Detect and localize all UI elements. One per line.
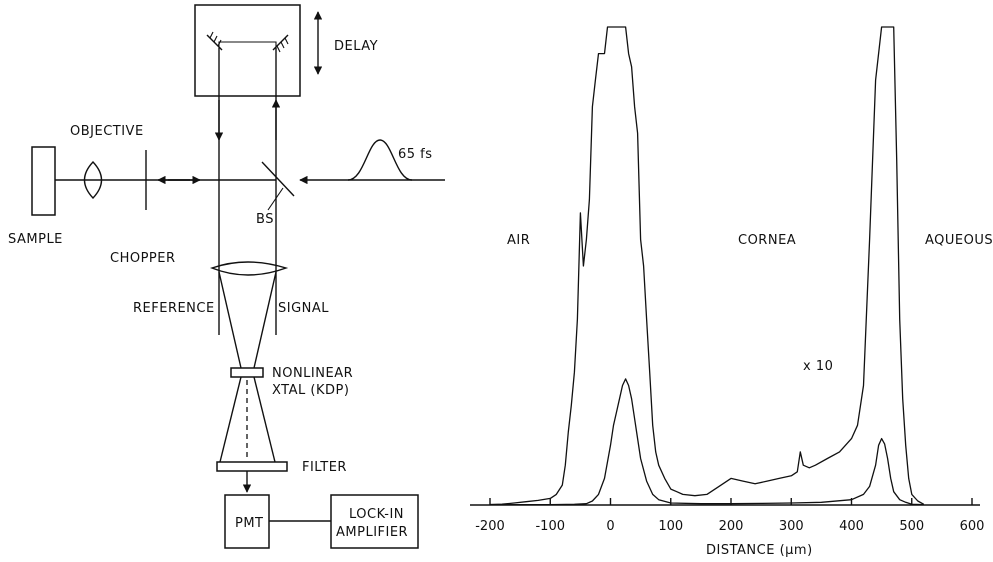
- delay-beam-top: [218, 41, 277, 48]
- focusing-lens: [209, 261, 289, 276]
- x-tick-label: 100: [658, 519, 683, 534]
- lockin-box: [330, 494, 419, 549]
- x-tick-label: 0: [606, 519, 614, 534]
- signal-focus: [253, 271, 277, 369]
- optical-setup-diagram: DELAY 65 fs BS OBJECTIVE CHOPPER SAMPLE …: [8, 4, 445, 549]
- sample-label: SAMPLE: [8, 232, 63, 247]
- xtal-label-line2: XTAL (KDP): [272, 383, 349, 398]
- delay-stage-box: [194, 4, 301, 97]
- lockin-label-line1: LOCK-IN: [349, 507, 404, 522]
- annotation-x10: x 10: [803, 359, 833, 374]
- region-label-air: AIR: [507, 233, 530, 248]
- filter-label: FILTER: [302, 460, 347, 475]
- series-line-x1: [489, 378, 924, 506]
- reference-focus: [218, 271, 242, 369]
- x-tick-label: 500: [899, 519, 924, 534]
- x-ticks: -200 -100 0 100 200 300 400 500 600: [475, 498, 984, 534]
- series-group: [489, 26, 925, 506]
- reflectance-profile-chart: -200 -100 0 100 200 300 400 500 600 AIR CORNEA A…: [470, 26, 993, 558]
- reference-label: REFERENCE: [133, 301, 215, 316]
- x-axis-label: DISTANCE (μm): [706, 543, 813, 558]
- region-label-cornea: CORNEA: [738, 233, 796, 248]
- xtal-label-line1: NONLINEAR: [272, 366, 353, 381]
- pmt-box: [224, 494, 270, 549]
- delay-label: DELAY: [334, 39, 378, 54]
- region-label-aqueous: AQUEOUS: [925, 233, 993, 248]
- x-tick-label: 300: [779, 519, 804, 534]
- x-tick-label: -200: [475, 519, 505, 534]
- series-line-x10: [489, 26, 925, 506]
- x-tick-label: 400: [839, 519, 864, 534]
- filter: [216, 461, 288, 472]
- x-tick-label: 600: [960, 519, 985, 534]
- x-tick-label: 200: [719, 519, 744, 534]
- signal-label: SIGNAL: [278, 301, 329, 316]
- objective-lens: [83, 160, 103, 200]
- pmt-label: PMT: [235, 516, 264, 531]
- x-tick-label: -100: [535, 519, 565, 534]
- nonlinear-crystal: [230, 367, 264, 378]
- chopper-label: CHOPPER: [110, 251, 176, 266]
- beam-splitter: [261, 161, 295, 197]
- objective-label: OBJECTIVE: [70, 124, 144, 139]
- pulse-shape: [347, 139, 413, 181]
- lockin-label-line2: AMPLIFIER: [336, 525, 408, 540]
- pulse-label: 65 fs: [398, 147, 433, 162]
- sample-box: [31, 146, 56, 216]
- bs-label: BS: [256, 212, 274, 227]
